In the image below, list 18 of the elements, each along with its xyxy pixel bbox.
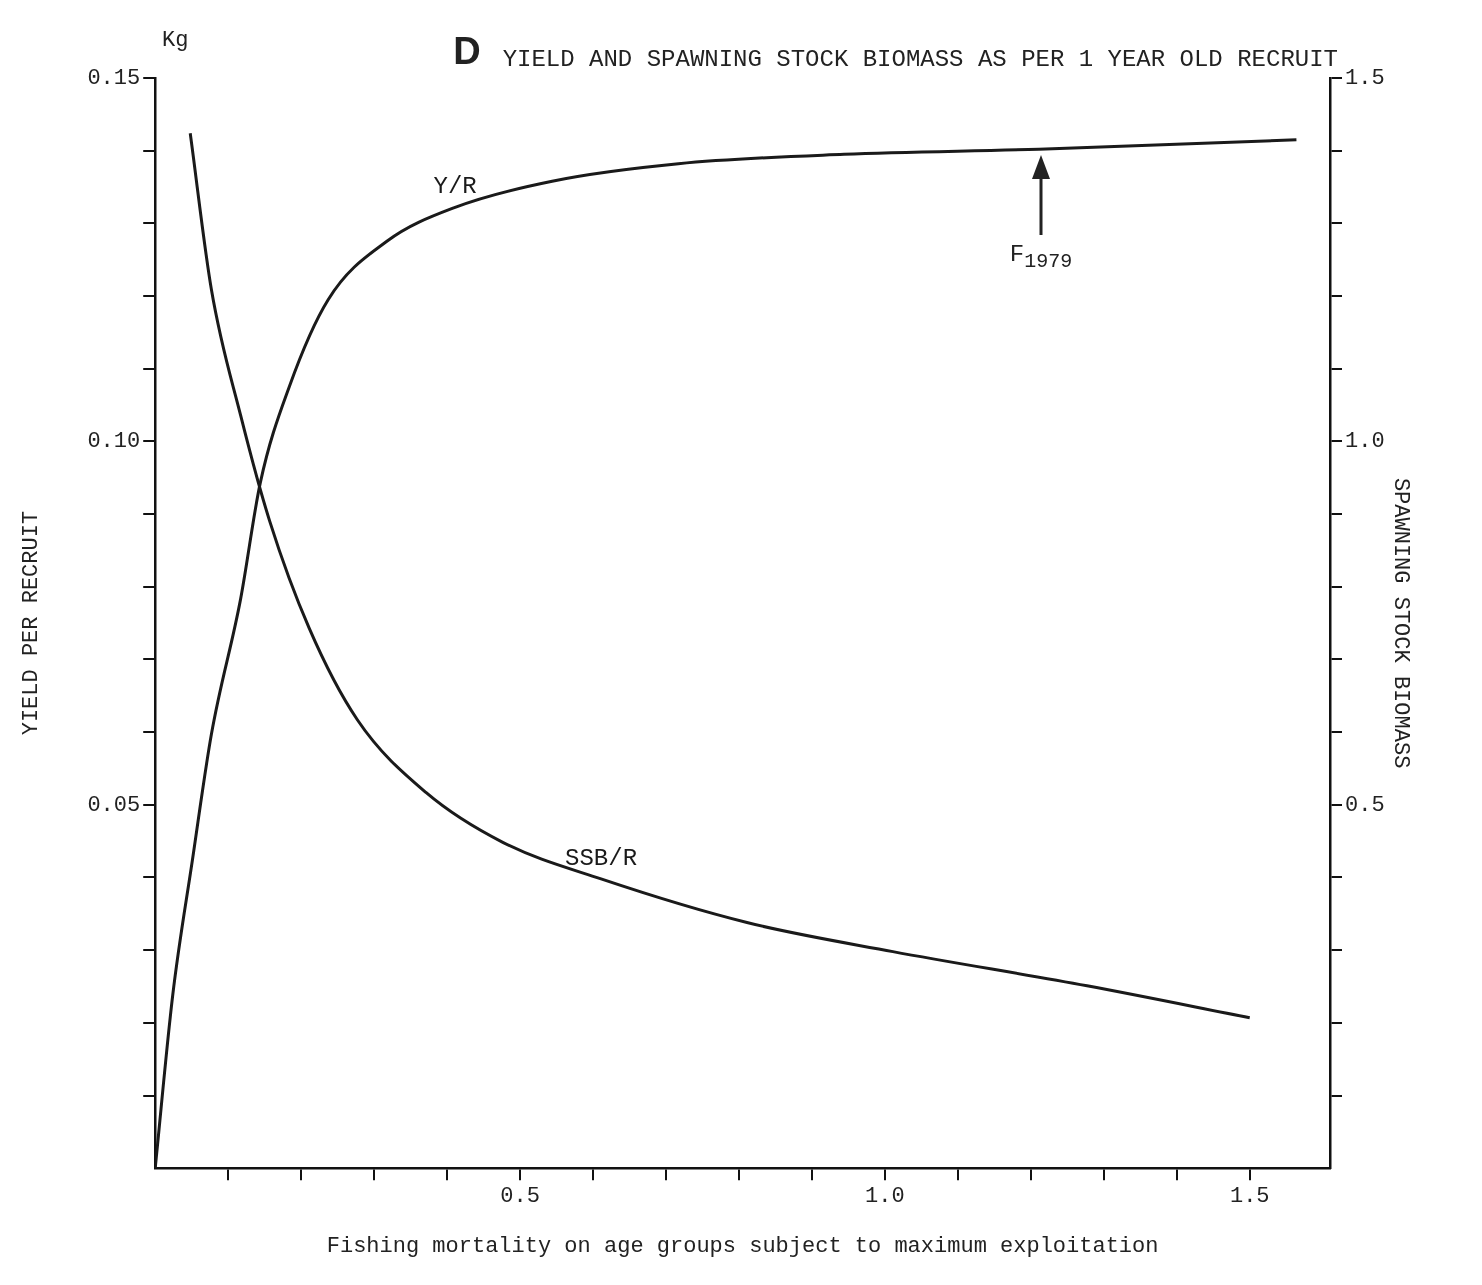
y2-tick-label: 0.5 [1344, 792, 1385, 818]
y-axis-title: YIELD PER RECRUIT [19, 510, 45, 736]
y2-tick-label: 1.0 [1344, 429, 1385, 455]
x-tick-label: 1.0 [865, 1184, 905, 1210]
x-tick-label: 0.5 [500, 1184, 540, 1210]
series-label: Y/R [433, 173, 477, 201]
y-tick-label: 0.05 [87, 792, 141, 818]
x-axis-title: Fishing mortality on age groups subject to maximum exploitation [326, 1233, 1159, 1259]
text: Kg [162, 28, 189, 53]
text: D [453, 30, 481, 72]
y2-axis-title: SPAWNING STOCK BIOMASS [1387, 477, 1413, 769]
x-tick-label: 1.5 [1229, 1184, 1270, 1210]
chart-title: YIELD AND SPAWNING STOCK BIOMASS AS PER 1 YEAR OLD RECRUIT [502, 46, 1338, 73]
y-tick-label: 0.15 [87, 65, 141, 91]
annotation: F$_{1979}$ [1008, 240, 1074, 273]
y-tick-label: 0.10 [87, 429, 141, 455]
series-label: SSB/R [565, 844, 638, 872]
y2-tick-label: 1.5 [1344, 65, 1385, 91]
